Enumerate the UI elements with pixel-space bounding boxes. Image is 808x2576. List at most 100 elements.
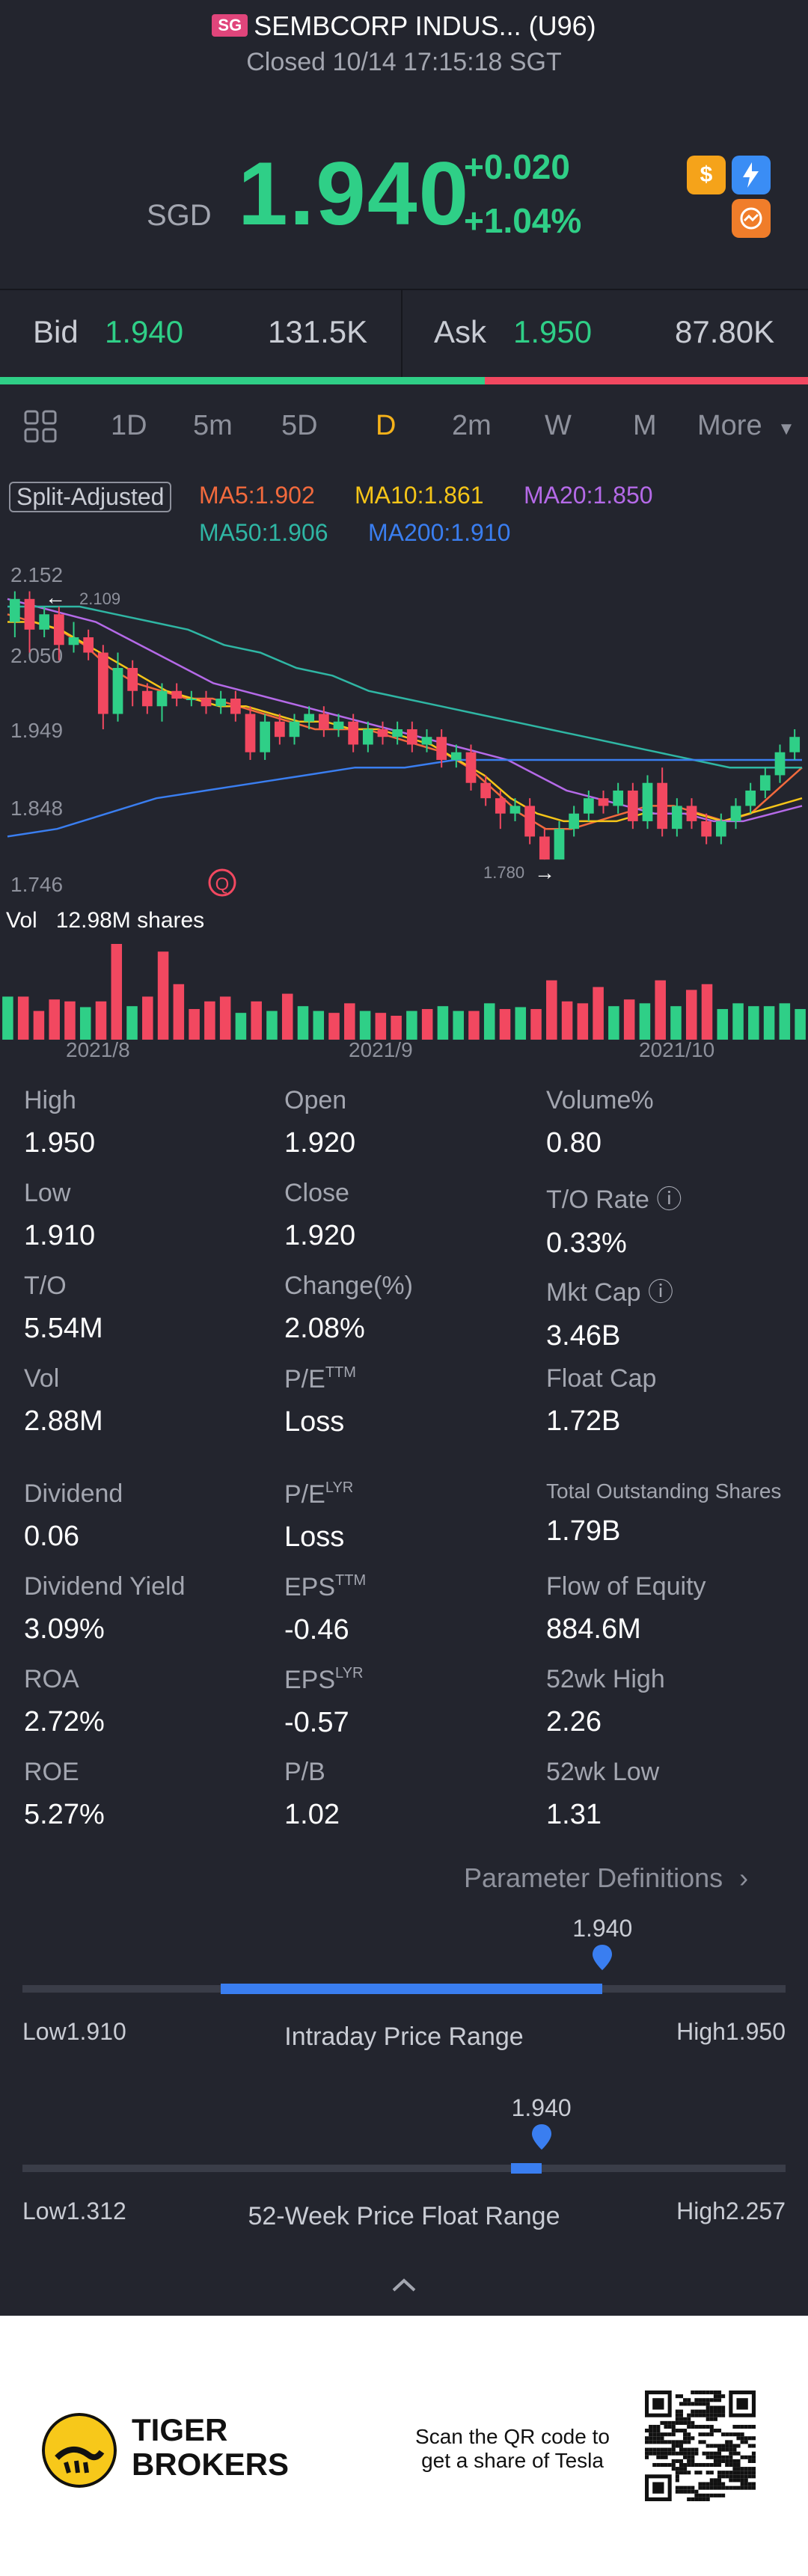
candle-body <box>436 737 447 760</box>
volume-bar <box>732 1003 744 1040</box>
week52-track <box>22 2165 786 2172</box>
intraday-low: Low1.910 <box>22 2018 126 2045</box>
candle-body <box>230 698 241 714</box>
x-axis-label: 2021/9 <box>349 1038 413 1061</box>
tab-5d[interactable]: 5D <box>281 410 318 441</box>
volume-bar <box>328 1013 340 1040</box>
stat-label-superscript: LYR <box>335 1665 364 1681</box>
y-tick-label: 1.949 <box>10 719 63 742</box>
volume-bar <box>717 1009 729 1040</box>
stat-value: 2.08% <box>284 1313 365 1344</box>
stat-label: Change(%) <box>284 1272 413 1301</box>
stat-label: Open <box>284 1086 355 1115</box>
info-icon[interactable]: ⓘ <box>640 1278 674 1307</box>
stat-label: P/ETTM <box>284 1364 356 1394</box>
candlestick-series <box>9 591 801 860</box>
dollar-icon[interactable]: $ <box>687 156 726 194</box>
stat-label: EPSLYR <box>284 1665 363 1695</box>
tab-m[interactable]: M <box>633 410 657 441</box>
price-chart[interactable]: 2.152 2.050 1.949 1.848 1.746 ← 2.109 1.… <box>0 553 808 905</box>
stat-volume-: Volume% 0.80 <box>546 1086 654 1159</box>
x-axis-label: 2021/10 <box>639 1038 715 1061</box>
stat-dividend-yield: Dividend Yield 3.09% <box>24 1572 185 1646</box>
candle-body <box>583 798 594 814</box>
layout-icon[interactable] <box>22 408 58 452</box>
swap-icon[interactable] <box>732 199 771 238</box>
ma5-value: MA5:1.902 <box>199 482 315 509</box>
candle-body <box>68 637 79 645</box>
week52-fill <box>510 2163 542 2174</box>
qr-code[interactable] <box>645 2391 756 2501</box>
volume-chart[interactable] <box>0 935 808 1040</box>
candle-body <box>554 829 565 860</box>
stat-label: EPSTTM <box>284 1572 366 1602</box>
volume-bar <box>173 984 185 1040</box>
candle-body <box>141 690 153 707</box>
stat-eps-ttm: EPSTTM -0.46 <box>284 1572 366 1646</box>
candle-body <box>377 729 388 737</box>
stat-label-text: Open <box>284 1086 347 1114</box>
stat-t-o-rate: T/O Rate ⓘ 0.33% <box>546 1179 682 1260</box>
volume-bar <box>79 1007 91 1040</box>
candle-body <box>774 752 786 776</box>
volume-bar <box>111 944 123 1040</box>
stat-label: P/ELYR <box>284 1479 353 1509</box>
stat-label-text: Dividend <box>24 1479 123 1508</box>
volume-bar <box>17 996 29 1040</box>
candle-body <box>201 698 212 707</box>
intraday-range: 1.940 Low1.910 Intraday Price Range High… <box>22 1915 786 2051</box>
intraday-current-price: 1.940 <box>572 1915 633 1942</box>
tab-5m[interactable]: 5m <box>193 410 233 441</box>
stat-dividend: Dividend 0.06 <box>24 1479 123 1553</box>
volume-bar <box>763 1006 775 1040</box>
volume-bar <box>655 980 666 1040</box>
y-tick-label: 1.746 <box>10 873 63 896</box>
volume-bar <box>701 984 713 1040</box>
stat-change-: Change(%) 2.08% <box>284 1272 413 1345</box>
candle-body <box>39 614 50 630</box>
volume-bar <box>313 1011 325 1040</box>
chevron-up-icon[interactable] <box>389 2274 419 2296</box>
stock-title[interactable]: SG SEMBCORP INDUS... (U96) <box>0 10 808 42</box>
tiger-logo-icon <box>42 2413 117 2488</box>
volume-bar <box>142 996 153 1040</box>
candle-body <box>627 790 638 821</box>
stat-label: Dividend Yield <box>24 1572 185 1601</box>
candle-body <box>480 782 492 799</box>
stat-t-o: T/O 5.54M <box>24 1272 103 1345</box>
parameter-definitions-link[interactable]: Parameter Definitions › <box>464 1862 748 1894</box>
stat-label-text: Total Outstanding Shares <box>546 1479 782 1503</box>
tab-w[interactable]: W <box>545 410 572 441</box>
candle-body <box>745 790 756 806</box>
info-icon[interactable]: ⓘ <box>649 1186 682 1214</box>
stat-value: 1.31 <box>546 1799 602 1830</box>
bid-size: 131.5K <box>268 314 368 349</box>
stat-label: 52wk Low <box>546 1758 659 1787</box>
candle-body <box>701 821 712 837</box>
market-badge: SG <box>212 14 248 37</box>
stat-value: Loss <box>284 1406 345 1438</box>
q-marker-label: Q <box>215 874 230 895</box>
volume-bar <box>437 1006 449 1040</box>
ma5-line <box>7 613 803 830</box>
flash-icon[interactable] <box>732 156 771 194</box>
tab-1d[interactable]: 1D <box>111 410 147 441</box>
volume-bar <box>359 1011 371 1040</box>
stat-close: Close 1.920 <box>284 1179 355 1252</box>
stat-value: 2.72% <box>24 1706 105 1738</box>
earnings-marker[interactable]: Q <box>208 868 236 897</box>
candle-body <box>759 775 771 791</box>
caret-down-icon: ▼ <box>777 419 795 439</box>
tab-2m[interactable]: 2m <box>452 410 492 441</box>
quote-header: SG SEMBCORP INDUS... (U96) Closed 10/14 1… <box>0 0 808 284</box>
ask-price: 1.950 <box>513 314 593 349</box>
candle-body <box>127 668 138 691</box>
tab-d[interactable]: D <box>376 410 397 441</box>
candle-body <box>789 737 801 752</box>
split-adjusted-toggle[interactable]: Split-Adjusted <box>9 482 172 512</box>
stat-value: 5.27% <box>24 1799 105 1830</box>
tab-more[interactable]: More ▼ <box>697 410 795 442</box>
volume-bar <box>623 999 635 1040</box>
vol-value: 12.98M shares <box>55 908 205 933</box>
ma200-value: MA200:1.910 <box>368 519 511 546</box>
